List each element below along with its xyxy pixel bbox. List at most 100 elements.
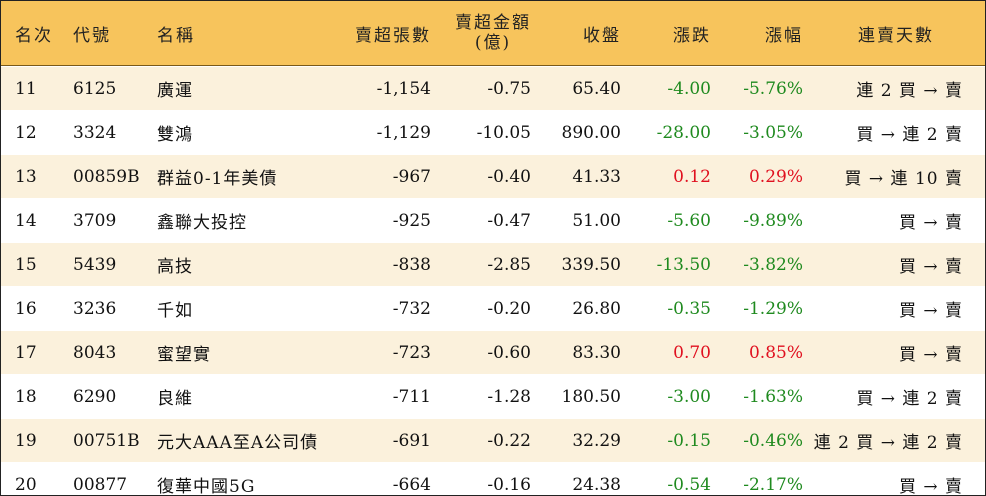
cell-net-sell-amount: -0.20	[487, 298, 531, 319]
table-row[interactable]: 15 5439 高技 -838 -2.85 339.50 -13.50 -3.82% 買 → 賣	[1, 242, 985, 286]
table-row[interactable]: 20 00877 復華中國5G -664 -0.16 24.38 -0.54 -2.17% 買 …	[1, 462, 985, 496]
cell-streak: 買 → 賣	[898, 477, 963, 496]
cell-net-sell-volume: -925	[392, 210, 431, 231]
cell-net-sell-amount: -0.60	[487, 342, 531, 363]
cell-change-pct: -5.76%	[743, 78, 803, 99]
cell-net-sell-amount: -0.22	[487, 430, 531, 451]
cell-name[interactable]: 群益0-1年美債	[157, 169, 278, 189]
cell-net-sell-volume: -711	[392, 386, 431, 407]
cell-close: 24.38	[572, 474, 621, 495]
cell-streak: 買 → 賣	[898, 301, 963, 321]
cell-close: 51.00	[572, 210, 621, 231]
header-net-sell-amount[interactable]: 賣超金額 (億)	[435, 13, 535, 53]
cell-change: -0.15	[667, 430, 711, 451]
header-change-pct[interactable]: 漲幅	[765, 25, 803, 46]
cell-change-pct: 0.29%	[748, 166, 803, 187]
cell-net-sell-amount: -10.05	[476, 122, 531, 143]
header-net-sell-amount-line1: 賣超金額	[455, 13, 531, 33]
cell-net-sell-volume: -732	[392, 298, 431, 319]
cell-streak: 買 → 賣	[898, 257, 963, 277]
cell-net-sell-amount: -0.40	[487, 166, 531, 187]
cell-name[interactable]: 高技	[157, 257, 193, 277]
cell-code[interactable]: 3236	[73, 298, 117, 319]
cell-rank: 14	[15, 210, 37, 231]
cell-streak: 買 → 連 2 賣	[856, 125, 963, 145]
cell-rank: 13	[15, 166, 37, 187]
cell-rank: 12	[15, 122, 37, 143]
cell-net-sell-amount: -0.75	[487, 78, 531, 99]
table-row[interactable]: 14 3709 鑫聯大投控 -925 -0.47 51.00 -5.60 -9.89% 買 → …	[1, 198, 985, 242]
table-header: 名次 代號 名稱 賣超張數 賣超金額 (億) 收盤 漲跌 漲幅 連賣天數	[1, 1, 985, 66]
cell-rank: 15	[15, 254, 37, 275]
cell-net-sell-volume: -967	[392, 166, 431, 187]
cell-change: -3.00	[667, 386, 711, 407]
cell-name[interactable]: 蜜望實	[157, 345, 211, 365]
cell-code[interactable]: 3324	[73, 122, 117, 143]
cell-name[interactable]: 雙鴻	[157, 125, 193, 145]
cell-close: 83.30	[572, 342, 621, 363]
header-close[interactable]: 收盤	[583, 25, 621, 46]
table-row[interactable]: 13 00859B 群益0-1年美債 -967 -0.40 41.33 0.12 0.29% 買…	[1, 154, 985, 198]
cell-net-sell-amount: -2.85	[487, 254, 531, 275]
cell-net-sell-amount: -1.28	[487, 386, 531, 407]
cell-code[interactable]: 00877	[73, 474, 128, 495]
cell-close: 890.00	[561, 122, 621, 143]
cell-rank: 11	[15, 78, 37, 99]
cell-name[interactable]: 千如	[157, 301, 193, 321]
cell-close: 65.40	[572, 78, 621, 99]
cell-rank: 19	[15, 430, 37, 451]
header-streak[interactable]: 連賣天數	[858, 25, 934, 46]
cell-code[interactable]: 00751B	[73, 430, 140, 451]
cell-code[interactable]: 8043	[73, 342, 117, 363]
cell-rank: 20	[15, 474, 37, 495]
cell-close: 26.80	[572, 298, 621, 319]
cell-change: -4.00	[667, 78, 711, 99]
cell-change-pct: 0.85%	[748, 342, 803, 363]
cell-name[interactable]: 廣運	[157, 81, 193, 101]
cell-net-sell-volume: -1,154	[376, 78, 431, 99]
cell-change-pct: -9.89%	[743, 210, 803, 231]
cell-streak: 連 2 買 → 連 2 賣	[813, 433, 963, 453]
header-name[interactable]: 名稱	[157, 25, 195, 46]
table-row[interactable]: 12 3324 雙鴻 -1,129 -10.05 890.00 -28.00 -3.05% 買 …	[1, 110, 985, 154]
cell-net-sell-amount: -0.47	[487, 210, 531, 231]
header-net-sell-volume[interactable]: 賣超張數	[355, 25, 431, 46]
cell-change-pct: -1.63%	[743, 386, 803, 407]
cell-name[interactable]: 元大AAA至A公司債	[157, 433, 319, 453]
cell-code[interactable]: 5439	[73, 254, 117, 275]
cell-close: 180.50	[561, 386, 621, 407]
cell-change-pct: -1.29%	[743, 298, 803, 319]
cell-code[interactable]: 6290	[73, 386, 117, 407]
cell-change-pct: -3.82%	[743, 254, 803, 275]
cell-streak: 買 → 賣	[898, 345, 963, 365]
cell-change-pct: -0.46%	[743, 430, 803, 451]
cell-change: 0.70	[673, 342, 711, 363]
header-rank[interactable]: 名次	[15, 25, 53, 46]
cell-close: 339.50	[561, 254, 621, 275]
table-row[interactable]: 18 6290 良維 -711 -1.28 180.50 -3.00 -1.63% 買 → 連 …	[1, 374, 985, 418]
cell-name[interactable]: 復華中國5G	[157, 477, 256, 496]
cell-streak: 買 → 賣	[898, 213, 963, 233]
cell-close: 32.29	[572, 430, 621, 451]
table-body: 11 6125 廣運 -1,154 -0.75 65.40 -4.00 -5.76% 連 2 買…	[1, 66, 985, 496]
table-row[interactable]: 11 6125 廣運 -1,154 -0.75 65.40 -4.00 -5.76% 連 2 買…	[1, 66, 985, 110]
table-row[interactable]: 16 3236 千如 -732 -0.20 26.80 -0.35 -1.29% 買 → 賣	[1, 286, 985, 330]
header-change[interactable]: 漲跌	[673, 25, 711, 46]
cell-change: -5.60	[667, 210, 711, 231]
cell-rank: 17	[15, 342, 37, 363]
cell-change-pct: -2.17%	[743, 474, 803, 495]
cell-change: -0.54	[667, 474, 711, 495]
header-code[interactable]: 代號	[73, 25, 111, 46]
cell-code[interactable]: 6125	[73, 78, 117, 99]
table-row[interactable]: 17 8043 蜜望實 -723 -0.60 83.30 0.70 0.85% 買 → 賣	[1, 330, 985, 374]
cell-code[interactable]: 00859B	[73, 166, 140, 187]
cell-name[interactable]: 良維	[157, 389, 193, 409]
cell-code[interactable]: 3709	[73, 210, 117, 231]
cell-change: -0.35	[667, 298, 711, 319]
cell-streak: 連 2 買 → 賣	[856, 81, 963, 101]
cell-name[interactable]: 鑫聯大投控	[157, 213, 247, 233]
cell-change: 0.12	[673, 166, 711, 187]
table-row[interactable]: 19 00751B 元大AAA至A公司債 -691 -0.22 32.29 -0.15 -0.…	[1, 418, 985, 462]
cell-change: -13.50	[656, 254, 711, 275]
